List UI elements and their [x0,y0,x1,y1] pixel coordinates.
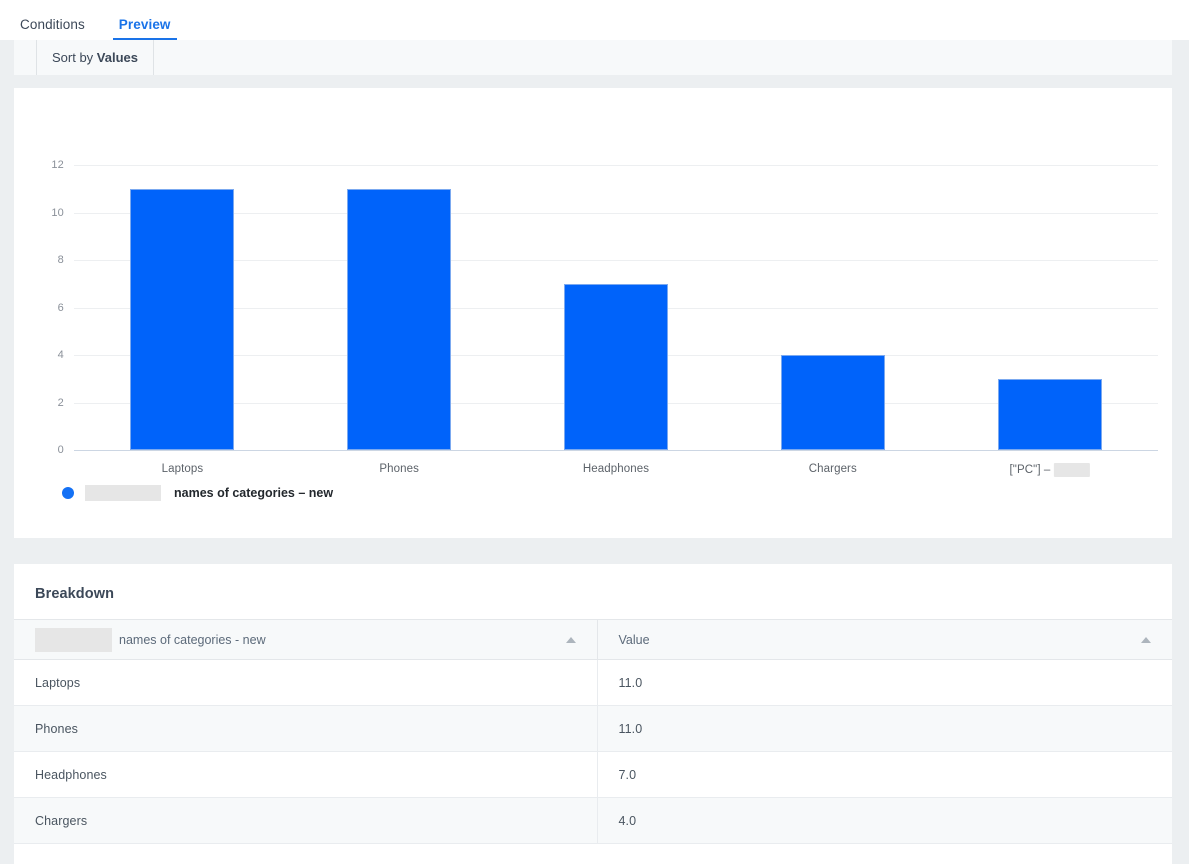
x-axis-tick-text: Laptops [161,463,204,475]
sort-by-values-button[interactable]: Sort by Values [36,40,154,75]
table-row[interactable]: Headphones 7.0 [14,751,1172,798]
column-header-category-label: names of categories - new [119,632,266,647]
x-axis-line [74,450,1158,451]
y-axis-tick-label: 6 [57,301,64,314]
x-axis-tick-text: Headphones [582,463,650,475]
x-axis-tick-label: Phones [379,463,419,475]
table-header-row: names of categories - new Value [14,619,1172,660]
y-axis-tick-label: 10 [51,206,64,219]
column-header-value-label: Value [618,632,650,647]
bar-4[interactable] [997,378,1102,450]
tab-preview[interactable]: Preview [112,17,177,40]
cell-value: 4.0 [597,797,1172,844]
sort-by-value-label: Values [96,50,138,65]
breakdown-table: names of categories - new Value Laptops 1… [14,619,1172,844]
sort-ascending-icon[interactable] [565,636,576,643]
cell-value: 11.0 [597,659,1172,706]
cell-value: 11.0 [597,705,1172,752]
y-axis-tick-label: 2 [57,396,64,409]
y-axis-tick-label: 8 [57,254,64,266]
gridline [74,165,1158,166]
gridline [74,260,1158,261]
bar-chart-plot: 0 2 4 6 8 10 12 Laptops Phones Headphones Chargers… [14,88,1172,488]
cell-value: 7.0 [597,751,1172,798]
x-axis-tick-label: Chargers [809,463,857,475]
chart-card: 0 2 4 6 8 10 12 Laptops Phones Headphones Chargers… [14,88,1172,538]
x-axis-tick-text: ["PC"] – [1009,464,1054,477]
tab-conditions[interactable]: Conditions [20,16,85,32]
legend-redacted-box [85,485,161,501]
gridline [74,212,1158,214]
column-header-category[interactable]: names of categories - new [14,619,598,660]
breakdown-title: Breakdown [35,586,115,602]
cell-category: Phones [14,705,598,752]
x-axis-redacted-box [1053,463,1090,477]
x-axis-tick-text: Phones [379,463,419,475]
cell-category: Chargers [14,797,598,844]
x-axis-tick-label: Headphones [583,463,649,475]
breakdown-table-head: names of categories - new Value [14,619,1172,660]
x-axis-tick-label: ["PC"] – [1009,463,1090,477]
chart-legend[interactable]: names of categories – new [62,483,333,503]
bar-3[interactable] [780,355,885,450]
bar-1[interactable] [347,188,452,450]
column-header-value[interactable]: Value [597,619,1172,660]
y-axis-tick-label: 4 [57,349,64,361]
cell-category: Headphones [14,751,598,798]
cell-category: Laptops [14,659,598,706]
table-row[interactable]: Phones 11.0 [14,705,1172,752]
breakdown-card: Breakdown names of categories - new Valu… [14,564,1172,864]
y-axis-tick-label: 0 [57,444,64,456]
bar-0[interactable] [130,188,235,450]
breakdown-table-body: Laptops 11.0 Phones 11.0 Headphones 7.0 Charge… [14,659,1172,844]
bar-2[interactable] [564,283,668,450]
legend-series-dot-icon [62,487,74,499]
chart-toolbar: Sort by Values [14,40,1172,75]
x-axis-tick-text: Chargers [808,463,857,475]
sort-ascending-icon[interactable] [1141,636,1151,643]
legend-series-label: names of categories – new [174,486,334,500]
table-row[interactable]: Chargers 4.0 [14,797,1172,844]
table-row[interactable]: Laptops 11.0 [14,659,1172,706]
column-header-redacted-box [35,627,112,652]
tab-bar: Conditions Preview [0,0,1189,40]
y-axis-tick-label: 12 [51,159,64,171]
x-axis-tick-label: Laptops [162,463,204,475]
sort-by-prefix-label: Sort by [52,50,97,65]
